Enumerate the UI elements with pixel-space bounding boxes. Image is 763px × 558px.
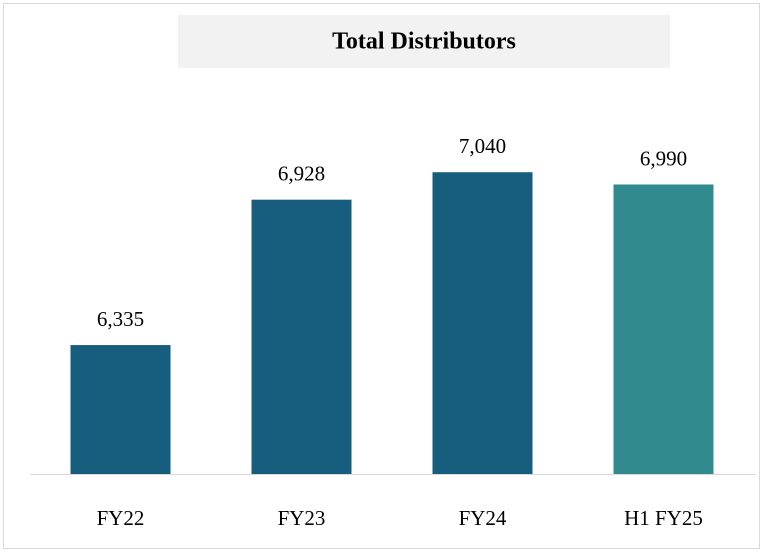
title-box (178, 15, 670, 68)
chart-title: Total Distributors (332, 29, 516, 55)
value-label: 6,928 (278, 161, 325, 185)
x-tick-label: H1 FY25 (624, 506, 703, 530)
x-tick-label: FY22 (97, 506, 145, 530)
value-label: 6,990 (640, 146, 687, 170)
bar (613, 184, 714, 474)
value-label: 6,335 (97, 307, 144, 331)
bar (251, 199, 352, 474)
x-tick-label: FY23 (278, 506, 326, 530)
value-label: 7,040 (459, 134, 506, 158)
x-tick-label: FY24 (459, 506, 507, 530)
bar (70, 345, 171, 474)
bar (432, 172, 533, 475)
